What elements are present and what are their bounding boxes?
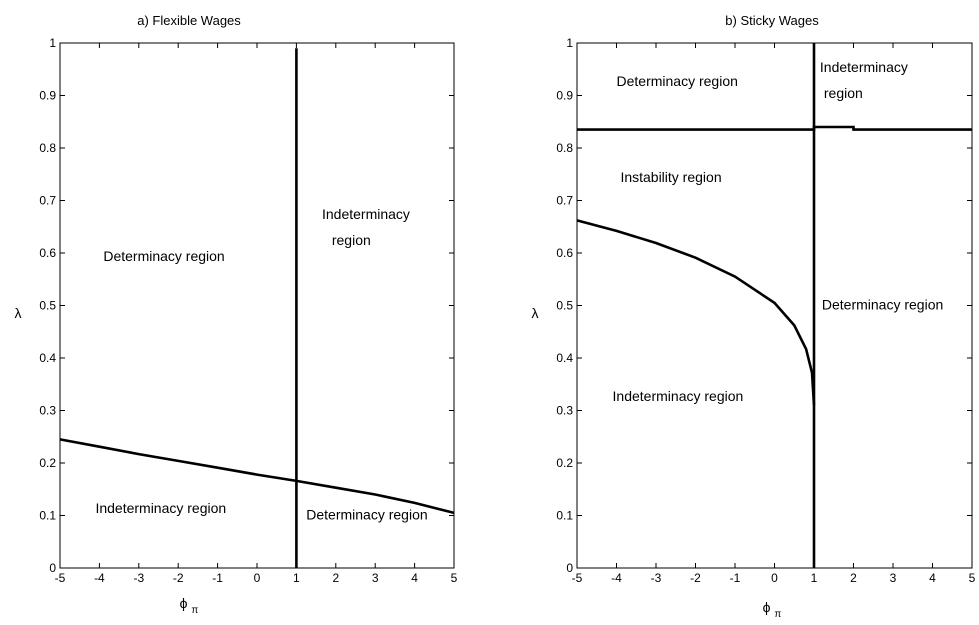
panel-b-xtick-label: 5	[969, 571, 976, 585]
panel-a-title: a) Flexible Wages	[137, 13, 241, 28]
panel-a-xlabel-sub: π	[191, 605, 198, 616]
panel-b-ytick-label: 0.1	[556, 509, 573, 523]
panel-b-plot-area: -5 -4 -3 -2 -1 0 1 2 3 4 5 0 0.1 0.2 0.3 0.4 0.5 0.6 0.7 0.…	[556, 36, 975, 585]
panel-b-xtick-label: 4	[929, 571, 936, 585]
panel-a-ytick-label: 0.5	[39, 299, 56, 313]
panel-b-region-label-5: Determinacy region	[822, 297, 943, 313]
panel-b-ylabel: λ	[532, 305, 539, 321]
panel-b-xlabel-main: ϕ	[763, 599, 771, 615]
panel-b-ytick-label: 0.5	[556, 299, 573, 313]
panel-a-plot-area: -5 -4 -3 -2 -1 0 1 2 3 4 5 0 0.1 0.2 0.3 0.4 0.5 0.6 0.7 0.…	[39, 36, 457, 585]
panel-b-xtick-label: -1	[730, 571, 741, 585]
panel-b-region-label-1: Determinacy region	[617, 73, 738, 89]
panel-b-xtick-label: 2	[850, 571, 857, 585]
panel-a-ytick-label: 1	[49, 36, 56, 50]
panel-a-ytick-label: 0.4	[39, 351, 56, 365]
panel-a-xtick-label: 1	[293, 571, 300, 585]
panel-a-ytick-label: 0	[49, 561, 56, 575]
panel-b-ytick-label: 0.6	[556, 246, 573, 260]
panel-a-ytick-label: 0.6	[39, 246, 56, 260]
panel-b-ytick-label: 0.3	[556, 404, 573, 418]
panel-b-region-label-3: region	[824, 85, 863, 101]
panel-a-xtick-label: 2	[332, 571, 339, 585]
panel-a-region-label-1: Determinacy region	[103, 248, 224, 264]
panel-a-ylabel: λ	[15, 305, 22, 321]
panel-b-region-label-2: Indeterminacy	[820, 59, 908, 75]
panel-b-xtick-label: -2	[690, 571, 701, 585]
panel-a-xlabel-main: ϕ	[180, 595, 188, 611]
panel-a-region-label-3: region	[332, 232, 371, 248]
panel-a-region-label-4: Indeterminacy region	[95, 500, 226, 516]
panel-flexible-wages: a) Flexible Wages λ ϕ π -5 -4 -3 -2 -1 0 1 2 3 4 5…	[15, 13, 458, 616]
panel-b-ytick-label: 0.7	[556, 194, 573, 208]
panel-b-title: b) Sticky Wages	[725, 13, 819, 28]
panel-a-xlabel: ϕ π	[180, 595, 199, 616]
panel-sticky-wages: b) Sticky Wages λ ϕ π -5 -4 -3 -2 -1 0 1 2 3 4 5 0 0…	[532, 13, 976, 620]
panel-a-xtick-label: -5	[55, 571, 66, 585]
panel-a-xtick-label: 0	[254, 571, 261, 585]
panel-b-ytick-label: 0.8	[556, 141, 573, 155]
panel-b-boundary-line-2	[577, 125, 972, 131]
panel-b-xtick-label: -3	[651, 571, 662, 585]
panel-a-ytick-label: 0.1	[39, 509, 56, 523]
panel-b-xtick-label: 1	[811, 571, 818, 585]
panel-a-xtick-label: -2	[173, 571, 184, 585]
panel-b-region-label-4: Instability region	[620, 169, 721, 185]
panel-b-xtick-label: 3	[890, 571, 897, 585]
panel-b-xlabel: ϕ π	[763, 599, 782, 620]
panel-a-ytick-label: 0.9	[39, 89, 56, 103]
panel-b-xtick-label: 0	[771, 571, 778, 585]
panel-a-xtick-label: -4	[94, 571, 105, 585]
panel-a-xtick-label: -1	[212, 571, 223, 585]
panel-b-ytick-label: 0.4	[556, 351, 573, 365]
panel-a-ytick-label: 0.2	[39, 456, 56, 470]
panel-a-xtick-label: 5	[451, 571, 458, 585]
panel-b-boundary-line-1	[576, 219, 816, 406]
panel-a-ytick-label: 0.3	[39, 404, 56, 418]
panel-a-axes-box	[59, 42, 455, 569]
panel-b-region-label-6: Indeterminacy region	[613, 388, 744, 404]
panel-b-ytick-label: 0	[566, 561, 573, 575]
panel-a-xtick-label: 3	[372, 571, 379, 585]
panel-b-xtick-label: -5	[572, 571, 583, 585]
panel-a-boundary-line-1	[59, 438, 455, 515]
panel-b-ytick-label: 1	[566, 36, 573, 50]
panel-a-region-label-5: Determinacy region	[306, 507, 427, 523]
panel-a-xtick-label: -3	[133, 571, 144, 585]
panel-a-region-label-2: Indeterminacy	[322, 206, 410, 222]
panel-a-ytick-label: 0.8	[39, 141, 56, 155]
panel-b-ytick-label: 0.9	[556, 89, 573, 103]
panel-b-xlabel-sub: π	[774, 609, 781, 620]
panel-a-ytick-label: 0.7	[39, 194, 56, 208]
panel-b-ytick-label: 0.2	[556, 456, 573, 470]
panel-a-xtick-label: 4	[411, 571, 418, 585]
panel-b-xtick-label: -4	[611, 571, 622, 585]
